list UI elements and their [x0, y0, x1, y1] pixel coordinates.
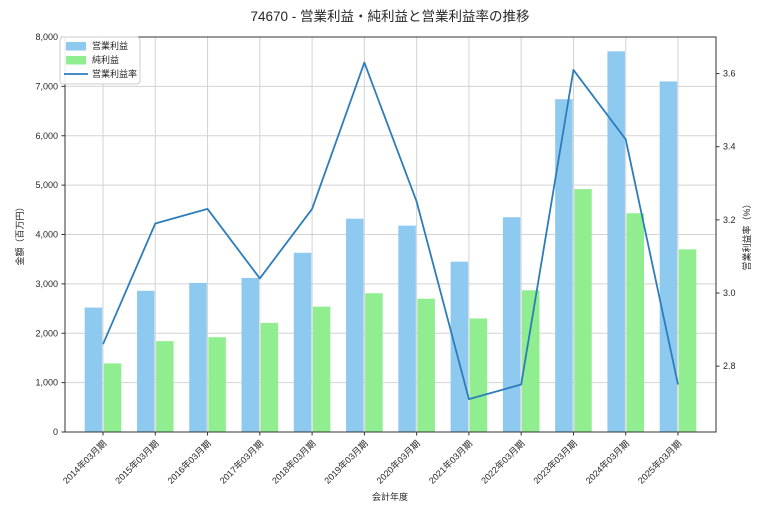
x-tick-label: 2024年03月期 [583, 438, 631, 486]
x-tick-label: 2015年03月期 [113, 438, 161, 486]
x-tick-label: 2020年03月期 [374, 438, 422, 486]
legend-swatch-純利益 [66, 56, 86, 65]
bar-純利益-2018年03月期 [312, 306, 331, 432]
y-tick-label-right: 3.0 [723, 288, 736, 298]
x-tick-label: 2022年03月期 [478, 438, 526, 486]
bar-純利益-2025年03月期 [678, 249, 697, 432]
x-tick-label: 2017年03月期 [217, 438, 265, 486]
bar-純利益-2019年03月期 [365, 293, 383, 432]
y-axis-label-left: 金額（百万円） [14, 202, 25, 265]
y-tick-label-right: 3.2 [723, 215, 736, 225]
y-tick-label-right: 2.8 [723, 361, 736, 371]
chart-title: 74670 - 営業利益・純利益と営業利益率の推移 [250, 8, 529, 24]
bar-営業利益-2024年03月期 [607, 51, 625, 432]
y-tick-label-left: 4,000 [35, 230, 58, 240]
line-営業利益率 [102, 61, 679, 401]
bar-純利益-2022年03月期 [521, 290, 540, 432]
bar-営業利益-2015年03月期 [136, 290, 155, 432]
bar-純利益-2015年03月期 [156, 341, 174, 432]
bar-営業利益-2017年03月期 [241, 277, 260, 432]
y-tick-label-left: 2,000 [35, 328, 58, 338]
bar-営業利益-2019年03月期 [346, 218, 364, 432]
bar-純利益-2023年03月期 [574, 189, 592, 432]
bar-営業利益-2016年03月期 [189, 282, 207, 432]
y-tick-label-left: 6,000 [35, 131, 58, 141]
bar-純利益-2017年03月期 [260, 322, 279, 432]
y-tick-label-left: 0 [53, 427, 58, 437]
y-tick-label-right: 3.4 [723, 142, 736, 152]
legend-label-営業利益率: 営業利益率 [92, 68, 137, 79]
bar-営業利益-2018年03月期 [293, 252, 312, 432]
legend-label-営業利益: 営業利益 [92, 40, 128, 51]
bar-純利益-2016年03月期 [208, 337, 226, 432]
bar-営業利益-2022年03月期 [502, 217, 521, 432]
x-tick-label: 2025年03月期 [635, 438, 683, 486]
x-tick-label: 2018年03月期 [269, 438, 317, 486]
x-tick-label: 2014年03月期 [60, 438, 108, 486]
y-tick-label-left: 1,000 [35, 378, 58, 388]
bar-純利益-2021年03月期 [469, 318, 488, 432]
chart-plot-area: 0 1,000 2,000 3,000 4,000 5,000 6,000 7,000 8,00… [35, 32, 735, 486]
x-tick-label: 2021年03月期 [426, 438, 474, 486]
y-tick-label-left: 3,000 [35, 279, 58, 289]
y-tick-label-left: 7,000 [35, 81, 58, 91]
bar-純利益-2014年03月期 [103, 363, 122, 432]
bar-営業利益-2020年03月期 [398, 225, 416, 432]
x-axis-label: 会計年度 [372, 491, 408, 502]
bar-営業利益-2025年03月期 [659, 81, 678, 432]
x-tick-label: 2019年03月期 [322, 438, 370, 486]
x-tick-label: 2023年03月期 [531, 438, 579, 486]
y-axis-label-right: 営業利益率（%） [741, 199, 752, 270]
bar-営業利益-2014年03月期 [84, 307, 103, 432]
bar-営業利益-2023年03月期 [555, 99, 573, 433]
bar-純利益-2024年03月期 [626, 213, 645, 432]
x-tick-label: 2016年03月期 [165, 438, 213, 486]
bar-純利益-2020年03月期 [417, 298, 435, 432]
bar-営業利益-2021年03月期 [450, 261, 469, 432]
legend-swatch-営業利益 [66, 42, 86, 51]
y-tick-label-left: 5,000 [35, 180, 58, 190]
y-tick-label-left: 8,000 [35, 32, 58, 42]
legend-label-純利益: 純利益 [92, 54, 119, 65]
y-tick-label-right: 3.6 [723, 69, 736, 79]
